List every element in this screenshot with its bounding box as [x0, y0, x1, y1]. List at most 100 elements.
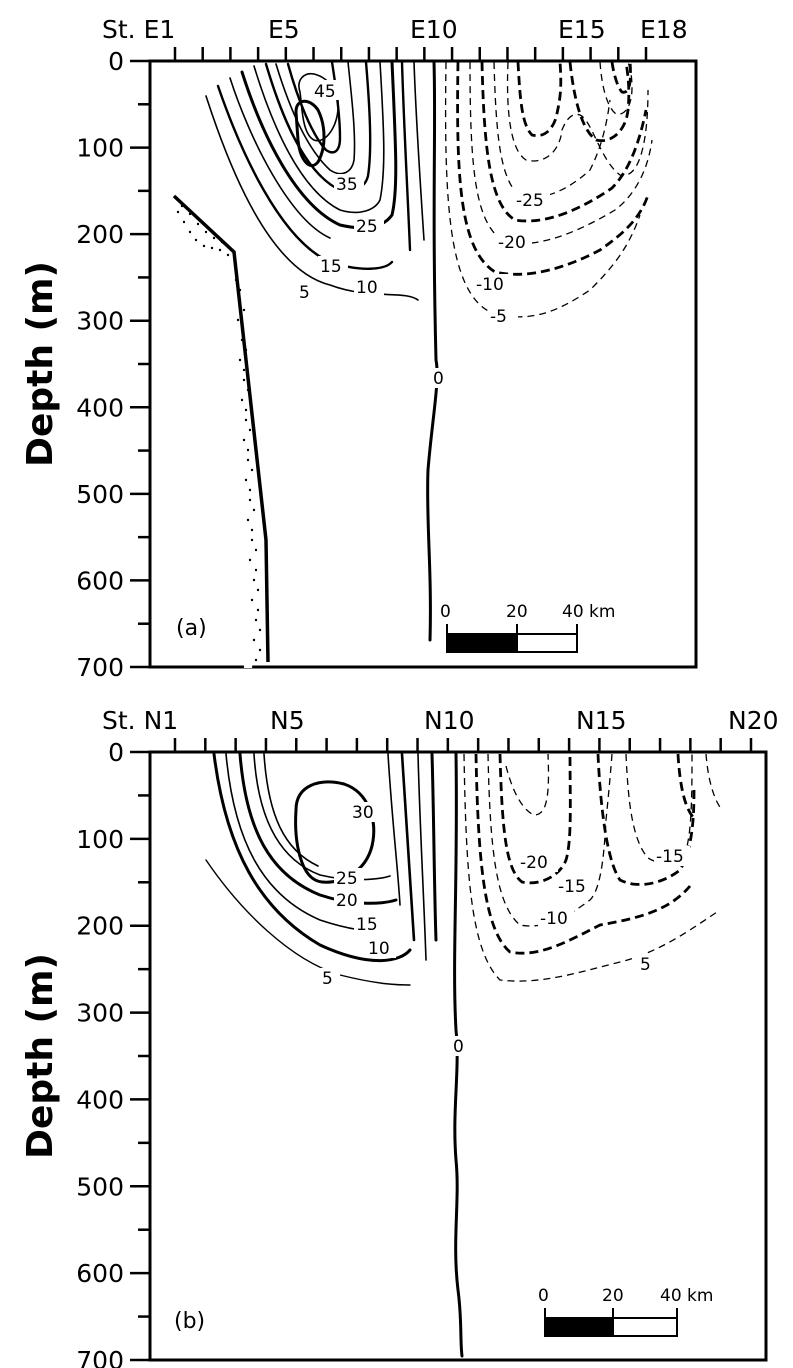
y-tick-label: 500: [76, 1172, 124, 1201]
y-tick-label: 200: [76, 220, 124, 249]
contour-e: [430, 752, 438, 942]
scale-bar-label: 20: [602, 1286, 624, 1306]
slope-boundary: [172, 194, 270, 663]
contour-m15: [469, 61, 653, 245]
contour-35: [275, 61, 356, 175]
station-label: E15: [558, 15, 606, 44]
y-tick-label: 700: [76, 653, 124, 682]
station-label: E5: [268, 15, 300, 44]
scale-bar-label: 20: [506, 602, 528, 622]
station-first-label: St. N1: [102, 706, 178, 735]
contour-5: [205, 95, 419, 301]
contour-label: -15: [558, 877, 586, 897]
y-tick-label: 300: [76, 307, 124, 336]
contour-m30: [516, 61, 563, 138]
scale-bar: 0 20 40 km: [440, 602, 615, 653]
contour-25: [253, 61, 385, 214]
positive-contours: [205, 752, 464, 1358]
contour-m15a: [487, 753, 613, 927]
contour-label: -10: [476, 275, 504, 295]
contour-label: 5: [322, 969, 333, 989]
contour-m25b: [506, 61, 649, 176]
contour-50: [294, 99, 326, 168]
y-tick-label: 500: [76, 480, 124, 509]
y-tick-label: 700: [76, 1346, 124, 1368]
panel-label: (a): [176, 616, 207, 641]
y-ticks: 0 100 200 300 400 500 600 700: [76, 738, 150, 1368]
contour-m5: [463, 753, 721, 982]
contour-m30: [676, 753, 696, 819]
contour-label: 5: [299, 283, 310, 303]
y-tick-label: 100: [76, 825, 124, 854]
panel-label: (b): [174, 1309, 205, 1334]
contour-10: [212, 752, 412, 963]
contour-30: [294, 780, 376, 884]
contour-label: -20: [498, 233, 526, 253]
contour-c: [400, 752, 416, 942]
contour-label: 5: [640, 955, 651, 975]
contour-m10b: [596, 753, 696, 886]
panel-a: St. E1 E5 E10 E15 E18 010020030040050060…: [20, 15, 698, 682]
contour-label: 45: [314, 82, 336, 102]
contour-label: 10: [356, 278, 378, 298]
y-tick-label: 0: [108, 738, 124, 767]
y-ticks: 0 100 200 300 400 500 600 700: [76, 47, 150, 682]
scale-bar-label: 0: [538, 1286, 549, 1306]
contour-label: -25: [516, 191, 544, 211]
contour-a: [263, 753, 319, 867]
y-tick-label: 100: [76, 134, 124, 163]
scale-bar: 0 20 40 km: [538, 1286, 713, 1337]
y-tick-label: 400: [76, 1085, 124, 1114]
negative-contours: [463, 753, 723, 982]
slope-region: [172, 196, 265, 668]
scale-bar-label: 40 km: [660, 1286, 713, 1306]
scale-bar-label: 40 km: [562, 602, 615, 622]
contour-m5b: [705, 753, 723, 811]
y-tick-label: 400: [76, 393, 124, 422]
station-label: N15: [576, 706, 627, 735]
contour-label: 10: [368, 939, 390, 959]
contour-label: 25: [356, 217, 378, 237]
contour-m20: [480, 61, 648, 223]
contour-b: [387, 753, 401, 906]
scale-bar-white: [516, 633, 578, 653]
contour-inner: [400, 60, 412, 252]
station-label: N10: [424, 706, 475, 735]
y-tick-label: 0: [108, 47, 124, 76]
contour-label: 15: [320, 257, 342, 277]
contour-label: -10: [540, 909, 568, 929]
contour-label: 0: [433, 369, 444, 389]
contour-45: [298, 72, 339, 142]
scale-bar-black: [544, 1317, 614, 1337]
y-axis-label: Depth (m): [20, 261, 61, 467]
contour-0: [426, 60, 439, 642]
station-ticks: [173, 738, 753, 752]
contour-label: 35: [336, 175, 358, 195]
contour-label: -20: [520, 853, 548, 873]
y-tick-label: 200: [76, 912, 124, 941]
contour-15: [229, 77, 331, 239]
contour-m5: [444, 61, 641, 318]
station-label: E18: [640, 15, 688, 44]
contour-label: 30: [352, 803, 374, 823]
y-tick-label: 600: [76, 1259, 124, 1288]
contour-10: [216, 84, 394, 270]
contour-labels: 30 25 20 15 10 5 0 -20 -15 -15 -10 5: [320, 802, 690, 1057]
scale-bar-black: [446, 633, 518, 653]
contour-25: [253, 753, 391, 881]
contour-m10: [474, 753, 692, 955]
contour-inner2: [413, 61, 425, 241]
contour-20: [238, 752, 398, 905]
contour-m25: [505, 753, 550, 816]
panel-b: St. N1 N5 N10 N15 N20 010020030040050060…: [20, 706, 779, 1368]
contour-m45: [610, 61, 632, 94]
y-axis-label: Depth (m): [20, 953, 61, 1159]
negative-contours: [444, 61, 653, 318]
contour-label: 25: [336, 869, 358, 889]
scale-bar-label: 0: [440, 602, 451, 622]
contour-d: [417, 753, 427, 961]
scale-bar-white: [612, 1317, 678, 1337]
station-ticks: [173, 47, 648, 61]
contour-m35: [568, 61, 631, 143]
